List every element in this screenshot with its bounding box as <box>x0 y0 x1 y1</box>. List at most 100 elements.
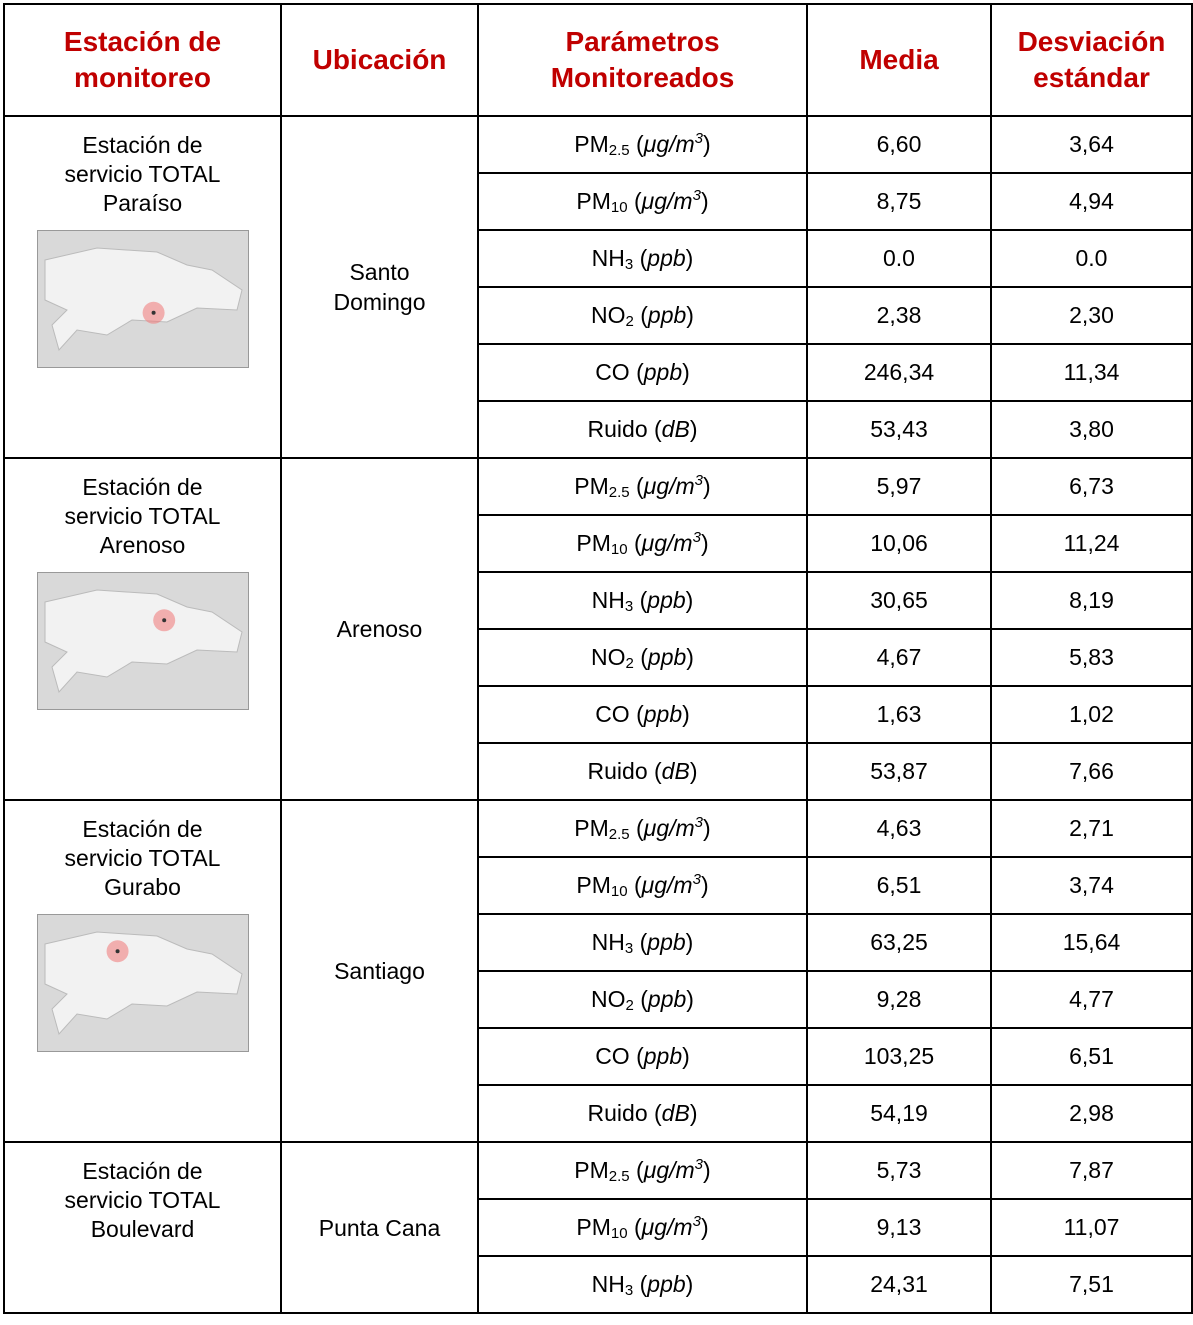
parameter-part: ) <box>682 701 690 727</box>
text-line: Desviación <box>992 24 1191 60</box>
mean-cell: 30,65 <box>807 572 991 629</box>
text-line: Santiago <box>282 956 477 986</box>
parameter-part: ppb <box>644 1043 682 1069</box>
station-cell: Estación deservicio TOTALBoulevard <box>4 1142 281 1313</box>
parameter-part: ( <box>634 302 648 328</box>
sd-cell: 4,94 <box>991 173 1192 230</box>
parameter-part: PM <box>576 1214 611 1240</box>
parameter-part: ( <box>630 815 644 841</box>
mean-cell: 10,06 <box>807 515 991 572</box>
parameter-part: ( <box>633 245 647 271</box>
text-line: Boulevard <box>5 1215 280 1244</box>
parameter-part: CO ( <box>595 359 644 385</box>
parameter-part: 2 <box>626 997 634 1014</box>
sd-cell: 7,66 <box>991 743 1192 800</box>
parameter-part: dB <box>662 416 690 442</box>
marker <box>162 618 166 622</box>
parameter-part: μg/m <box>642 530 693 556</box>
parameter-part: ) <box>686 986 694 1012</box>
parameter-part: NO <box>591 302 626 328</box>
parameter-part: 3 <box>695 130 703 147</box>
parameter-part: ( <box>628 872 642 898</box>
sd-cell: 11,24 <box>991 515 1192 572</box>
parameter-part: ( <box>633 587 647 613</box>
parameter-part: ( <box>630 131 644 157</box>
text-line: Media <box>808 42 990 78</box>
parameter-part: ) <box>682 1043 690 1069</box>
parameter-part: ppb <box>644 701 682 727</box>
parameter-cell: NH3 (ppb) <box>478 230 807 287</box>
parameter-part: 2.5 <box>609 142 630 159</box>
parameter-cell: PM10 (μg/m3) <box>478 1199 807 1256</box>
mean-cell: 6,51 <box>807 857 991 914</box>
sd-cell: 3,80 <box>991 401 1192 458</box>
sd-cell: 2,30 <box>991 287 1192 344</box>
sd-cell: 0.0 <box>991 230 1192 287</box>
header-row: Estación demonitoreoUbicaciónParámetrosM… <box>4 4 1192 116</box>
parameter-cell: NO2 (ppb) <box>478 287 807 344</box>
mean-cell: 2,38 <box>807 287 991 344</box>
parameter-part: 3 <box>695 814 703 831</box>
parameter-cell: NH3 (ppb) <box>478 1256 807 1313</box>
parameter-part: 3 <box>693 529 701 546</box>
parameter-cell: PM2.5 (μg/m3) <box>478 458 807 515</box>
text-line: Santo <box>282 257 477 287</box>
mean-cell: 5,97 <box>807 458 991 515</box>
parameter-part: ) <box>686 1271 694 1297</box>
marker <box>151 311 155 315</box>
mean-cell: 63,25 <box>807 914 991 971</box>
text-line: Paraíso <box>5 189 280 218</box>
location-map <box>37 572 249 710</box>
parameter-part: 3 <box>693 1213 701 1230</box>
mean-cell: 4,67 <box>807 629 991 686</box>
parameter-part: ppb <box>647 245 685 271</box>
parameter-cell: PM2.5 (μg/m3) <box>478 1142 807 1199</box>
parameter-part: ppb <box>648 644 686 670</box>
sd-cell: 11,34 <box>991 344 1192 401</box>
mean-cell: 0.0 <box>807 230 991 287</box>
parameter-part: μg/m <box>642 1214 693 1240</box>
parameter-part: ( <box>633 1271 647 1297</box>
parameter-part: 3 <box>625 598 633 615</box>
parameter-part: ppb <box>647 1271 685 1297</box>
parameter-cell: PM10 (μg/m3) <box>478 857 807 914</box>
parameter-part: ) <box>701 1214 709 1240</box>
parameter-part: ( <box>628 1214 642 1240</box>
parameter-cell: CO (ppb) <box>478 344 807 401</box>
location-cell: Santiago <box>281 800 478 1142</box>
parameter-part: Ruido ( <box>588 1100 662 1126</box>
sd-cell: 5,83 <box>991 629 1192 686</box>
mean-cell: 6,60 <box>807 116 991 173</box>
parameter-cell: Ruido (dB) <box>478 1085 807 1142</box>
parameter-part: ) <box>703 1157 711 1183</box>
parameter-cell: Ruido (dB) <box>478 401 807 458</box>
parameter-cell: CO (ppb) <box>478 686 807 743</box>
header-cell: Media <box>807 4 991 116</box>
parameter-part: 2 <box>626 313 634 330</box>
sd-cell: 8,19 <box>991 572 1192 629</box>
mean-cell: 53,87 <box>807 743 991 800</box>
parameter-part: PM <box>574 815 609 841</box>
parameter-part: ) <box>686 644 694 670</box>
parameter-part: ) <box>701 872 709 898</box>
text-line: Arenoso <box>5 531 280 560</box>
parameter-part: 3 <box>695 1156 703 1173</box>
parameter-part: 3 <box>625 940 633 957</box>
sd-cell: 3,74 <box>991 857 1192 914</box>
parameter-cell: NO2 (ppb) <box>478 629 807 686</box>
parameter-part: μg/m <box>644 1157 695 1183</box>
parameter-part: 3 <box>693 187 701 204</box>
parameter-part: PM <box>574 473 609 499</box>
sd-cell: 7,51 <box>991 1256 1192 1313</box>
sd-cell: 11,07 <box>991 1199 1192 1256</box>
parameter-part: μg/m <box>644 815 695 841</box>
parameter-part: ) <box>686 245 694 271</box>
parameter-part: ( <box>630 473 644 499</box>
text-line: Estación de <box>5 1157 280 1186</box>
